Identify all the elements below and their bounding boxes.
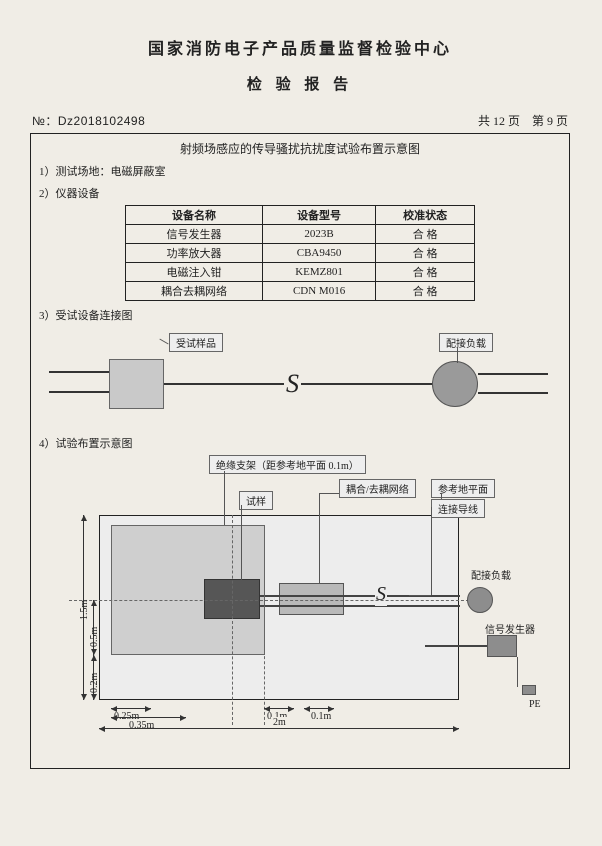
content-frame: 射频场感应的传导骚扰抗扰度试验布置示意图 1）测试场地：电磁屏蔽室 2）仪器设备…: [30, 133, 570, 769]
coupler-box-icon: [279, 583, 344, 615]
dim-0-2m: 0.2m: [89, 673, 100, 693]
leader-line-icon: [241, 505, 242, 580]
leader-line-icon: [319, 493, 320, 583]
center-line-icon: [69, 600, 469, 601]
dim-1-5m: 1.5m: [79, 600, 90, 620]
leader-line-icon: [431, 507, 432, 595]
lead-wire-icon: [49, 391, 109, 393]
section-1-value: 电磁屏蔽室: [111, 166, 166, 178]
pe-box-icon: [522, 685, 536, 695]
cable-line-icon: [260, 605, 460, 607]
sample-callout: 受试样品: [169, 333, 223, 352]
siggen-label: 信号发生器: [485, 621, 535, 636]
table-cell: CDN M016: [262, 282, 375, 301]
dim-0-1m-b: 0.1m: [311, 711, 331, 722]
guide-line-icon: [264, 565, 265, 725]
dim-0-35m: 0.35m: [129, 720, 154, 731]
insul-frame-callout: 绝缘支架（距参考地平面 0.1m）: [209, 455, 366, 474]
table-col-status: 校准状态: [376, 206, 475, 225]
table-cell: 合 格: [376, 244, 475, 263]
table-cell: 信号发生器: [126, 225, 263, 244]
dim-0-35m-icon: [111, 717, 186, 718]
siggen-box-icon: [487, 635, 517, 657]
report-no-value: Dz2018102498: [58, 114, 145, 128]
leader-line-icon: [409, 595, 431, 596]
lead-wire-icon: [49, 371, 109, 373]
cable-callout: 连接导线: [431, 499, 485, 518]
sample-box-icon: [109, 359, 164, 409]
table-cell: 电磁注入钳: [126, 263, 263, 282]
connection-diagram: S 受试样品 配接负载: [39, 329, 561, 429]
section-2-label: 2）仪器设备: [39, 185, 561, 201]
table-cell: 功率放大器: [126, 244, 263, 263]
meta-row: №：Dz2018102498 共 12 页 第 9 页: [30, 112, 570, 129]
frame-title: 射频场感应的传导骚扰抗扰度试验布置示意图: [39, 140, 561, 157]
doc-title: 检 验 报 告: [30, 73, 570, 94]
table-cell: 合 格: [376, 225, 475, 244]
table-col-name: 设备名称: [126, 206, 263, 225]
table-col-model: 设备型号: [262, 206, 375, 225]
load-label: 配接负载: [471, 567, 511, 582]
table-cell: 合 格: [376, 282, 475, 301]
center-line-icon: [232, 515, 233, 725]
section-1: 1）测试场地：电磁屏蔽室: [39, 163, 561, 179]
dim-0-5m: 0.5m: [89, 627, 100, 647]
dim-0-1m-b-icon: [304, 708, 334, 709]
table-row: 耦合去耦网络 CDN M016 合 格: [126, 282, 475, 301]
leader-line-icon: [159, 339, 168, 345]
dim-0-1m-a-icon: [264, 708, 294, 709]
table-cell: CBA9450: [262, 244, 375, 263]
section-3-label: 3）受试设备连接图: [39, 307, 561, 323]
report-number: №：Dz2018102498: [32, 112, 145, 129]
table-header-row: 设备名称 设备型号 校准状态: [126, 206, 475, 225]
leader-line-icon: [457, 347, 458, 363]
table-cell: KEMZ801: [262, 263, 375, 282]
dim-2m-icon: [99, 728, 459, 729]
squiggle-icon: S: [284, 369, 301, 399]
siggen-lead-icon: [425, 645, 487, 647]
table-cell: 2023B: [262, 225, 375, 244]
dim-0-25m-icon: [111, 708, 151, 709]
page-root: 国家消防电子产品质量监督检验中心 检 验 报 告 №：Dz2018102498 …: [30, 25, 570, 815]
page-info: 共 12 页 第 9 页: [478, 112, 568, 129]
table-row: 功率放大器 CBA9450 合 格: [126, 244, 475, 263]
section-4-label: 4）试验布置示意图: [39, 435, 561, 451]
squiggle-icon: S: [375, 583, 387, 606]
lead-wire-icon: [478, 392, 548, 394]
report-no-label: №：: [32, 114, 58, 128]
table-cell: 合 格: [376, 263, 475, 282]
load-callout: 配接负载: [439, 333, 493, 352]
load-circle-icon: [432, 361, 478, 407]
equipment-table: 设备名称 设备型号 校准状态 信号发生器 2023B 合 格 功率放大器 CBA…: [125, 205, 475, 301]
pe-lead-icon: [517, 657, 518, 687]
table-row: 信号发生器 2023B 合 格: [126, 225, 475, 244]
pe-label: PE: [529, 699, 541, 710]
leader-line-icon: [319, 493, 339, 494]
table-row: 电磁注入钳 KEMZ801 合 格: [126, 263, 475, 282]
dim-2m: 2m: [271, 717, 288, 728]
layout-diagram: S 绝缘支架（距参考地平面 0.1m） 试样 耦合/去耦网络 参考地平面 连接导…: [39, 455, 561, 735]
lead-wire-icon: [478, 373, 548, 375]
coupler-callout: 耦合/去耦网络: [339, 479, 416, 498]
table-cell: 耦合去耦网络: [126, 282, 263, 301]
sample-callout: 试样: [239, 491, 273, 510]
leader-line-icon: [224, 471, 225, 525]
section-1-label: 1）测试场地：: [39, 166, 111, 178]
load-circle-icon: [467, 587, 493, 613]
org-name: 国家消防电子产品质量监督检验中心: [30, 35, 570, 59]
